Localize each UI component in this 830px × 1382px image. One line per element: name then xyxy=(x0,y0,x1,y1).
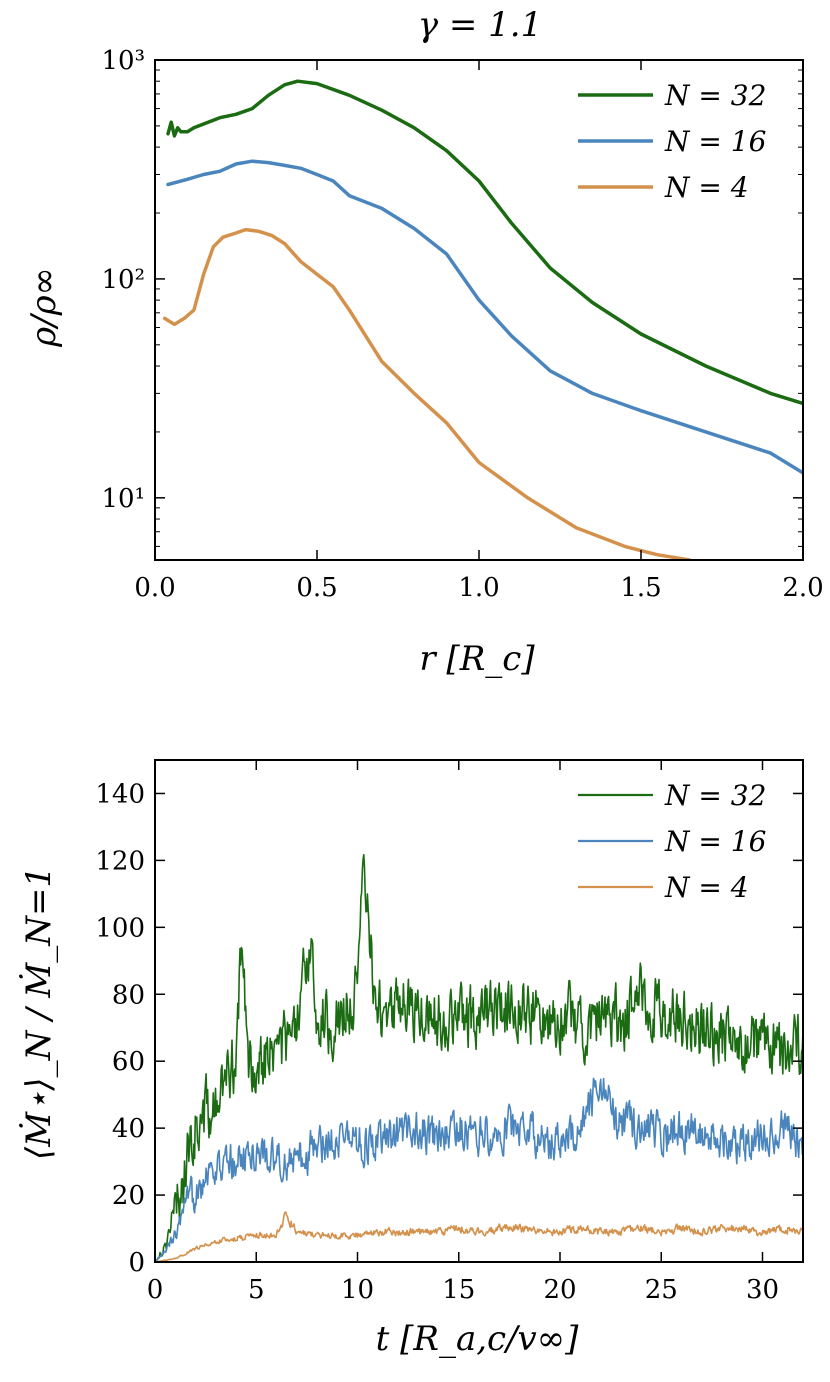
x-tick-label: 1.0 xyxy=(458,573,499,603)
y-tick-label: 10³ xyxy=(101,46,145,76)
plot-area xyxy=(162,79,803,560)
legend-label: N = 16 xyxy=(664,825,766,858)
y-tick-label: 80 xyxy=(112,980,145,1010)
chart-title: γ = 1.1 xyxy=(418,5,543,45)
y-tick-label: 0 xyxy=(128,1248,145,1278)
legend-label: N = 32 xyxy=(664,779,766,812)
legend-label: N = 16 xyxy=(664,125,766,158)
x-axis-label: r [R_c] xyxy=(419,639,535,679)
accretion-panel: 0 5 10 15 20 25 30 0 20 40 60 80 100 120 140 t [R_a,c/… xyxy=(19,759,804,1359)
x-tick-label: 0 xyxy=(147,1275,164,1305)
series-line-n-32 xyxy=(166,79,803,406)
y-tick-label: 10² xyxy=(101,265,145,295)
axes-frame xyxy=(154,759,804,1263)
series-line-n-4 xyxy=(155,1211,803,1262)
plot-area xyxy=(155,853,803,1262)
axis-ticks: 0 5 10 15 20 25 30 0 20 40 60 80 100 120 140 xyxy=(95,760,803,1305)
legend-label: N = 32 xyxy=(664,79,766,112)
x-tick-label: 25 xyxy=(645,1275,678,1305)
x-tick-label: 30 xyxy=(746,1275,779,1305)
y-tick-label: 140 xyxy=(95,779,145,809)
density-panel: γ = 1.1 0.0 0.5 1.0 1.5 2.0 10¹ 10² 10³ r [R_c]… xyxy=(24,5,824,679)
y-tick-label: 60 xyxy=(112,1047,145,1077)
series-line-n-4 xyxy=(162,227,692,560)
x-tick-label: 15 xyxy=(442,1275,475,1305)
y-tick-label: 20 xyxy=(112,1181,145,1211)
legend: N = 32 N = 16 N = 4 xyxy=(578,779,766,904)
x-tick-label: 0.5 xyxy=(296,573,337,603)
series-line-n-16 xyxy=(166,159,803,475)
y-axis-label: ⟨Ṁ⋆⟩_N / Ṁ_N=1 xyxy=(19,866,59,1160)
y-tick-label: 100 xyxy=(95,913,145,943)
x-tick-label: 0.0 xyxy=(134,573,175,603)
y-tick-label: 120 xyxy=(95,846,145,876)
legend-label: N = 4 xyxy=(664,871,749,904)
series-line-n-32 xyxy=(155,853,803,1262)
x-axis-label: t [R_a,c/v∞] xyxy=(376,1319,579,1359)
y-tick-label: 40 xyxy=(112,1114,145,1144)
y-tick-label: 10¹ xyxy=(101,484,145,514)
legend-label: N = 4 xyxy=(664,171,749,204)
y-axis-label: ρ/ρ∞ xyxy=(24,267,64,348)
x-tick-label: 2.0 xyxy=(782,573,823,603)
x-tick-label: 5 xyxy=(248,1275,265,1305)
x-tick-label: 1.5 xyxy=(620,573,661,603)
x-tick-label: 10 xyxy=(341,1275,374,1305)
x-tick-label: 20 xyxy=(543,1275,576,1305)
legend: N = 32 N = 16 N = 4 xyxy=(578,79,766,204)
series-line-n-16 xyxy=(155,1077,803,1262)
axis-ticks: 0.0 0.5 1.0 1.5 2.0 10¹ 10² 10³ xyxy=(101,46,823,603)
